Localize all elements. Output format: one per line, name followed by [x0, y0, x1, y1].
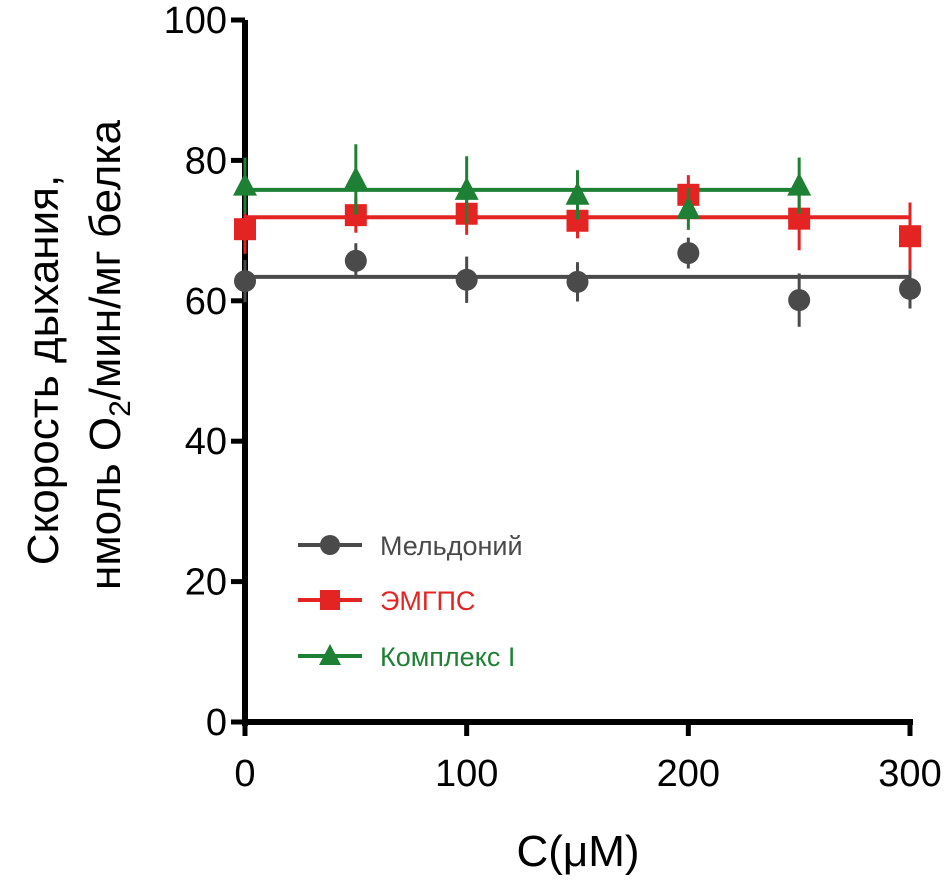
legend-marker-square — [320, 590, 340, 610]
marker-circle — [344, 249, 367, 272]
data-point — [455, 256, 478, 303]
y-tick-label: 100 — [164, 0, 227, 42]
marker-triangle — [454, 176, 479, 200]
marker-circle — [899, 277, 921, 300]
data-point — [233, 157, 257, 214]
x-tick-label: 300 — [878, 753, 941, 795]
x-tick-label: 100 — [435, 753, 498, 795]
x-tick-label: 0 — [234, 753, 255, 795]
y-axis-title-line1: Скорость дыхания, — [19, 175, 68, 565]
data-point — [899, 202, 921, 270]
data-point — [565, 170, 590, 220]
marker-circle — [455, 268, 478, 291]
marker-triangle — [233, 172, 257, 196]
data-point — [566, 262, 589, 302]
legend-marker-triangle — [319, 644, 341, 665]
axes: 0 20 40 60 80 100 0 100 200 300 — [164, 0, 942, 795]
data-point — [899, 269, 921, 309]
data-point — [454, 156, 479, 224]
data-point — [676, 187, 701, 230]
marker-triangle — [565, 181, 590, 205]
legend-item: ЭМГПС — [298, 586, 475, 616]
data-point — [343, 144, 368, 215]
data-point — [234, 260, 256, 303]
legend: Мельдоний ЭМГПС Комплекс I — [298, 531, 523, 672]
marker-square — [344, 204, 367, 227]
marker-circle — [234, 270, 256, 293]
data-point — [677, 237, 700, 269]
x-tick-label: 200 — [657, 753, 720, 795]
marker-circle — [677, 242, 700, 265]
legend-item: Мельдоний — [298, 531, 523, 561]
data-point — [787, 157, 812, 214]
legend-item: Комплекс I — [298, 642, 515, 672]
data-point — [788, 273, 811, 327]
marker-triangle — [787, 172, 812, 196]
data-point — [344, 243, 367, 279]
marker-square — [788, 207, 811, 230]
marker-square — [899, 225, 921, 248]
y-axis-title-line2-prefix: нмоль O — [81, 417, 130, 590]
marker-square — [234, 218, 256, 241]
legend-label: Комплекс I — [380, 642, 515, 672]
y-tick-label: 20 — [185, 562, 227, 604]
y-axis-title: Скорость дыхания, нмоль O2/мин/мг белка — [19, 119, 137, 590]
marker-circle — [566, 270, 589, 293]
y-tick-label: 0 — [206, 702, 227, 744]
data-points — [233, 144, 921, 327]
y-axis-title-line2: нмоль O2/мин/мг белка — [81, 119, 137, 590]
y-axis-title-line2-suffix: /мин/мг белка — [81, 119, 130, 400]
y-tick-label: 60 — [185, 281, 227, 323]
legend-label: Мельдоний — [380, 531, 523, 561]
y-tick-label: 40 — [185, 421, 227, 463]
marker-triangle — [343, 166, 368, 190]
legend-marker-circle — [320, 535, 340, 555]
marker-triangle — [676, 195, 701, 219]
y-tick-label: 80 — [185, 140, 227, 182]
legend-label: ЭМГПС — [380, 586, 475, 616]
marker-circle — [788, 289, 811, 312]
marker-square — [566, 209, 589, 232]
y-axis-title-subscript: 2 — [104, 400, 137, 417]
x-axis-title: C(μM) — [516, 827, 639, 876]
